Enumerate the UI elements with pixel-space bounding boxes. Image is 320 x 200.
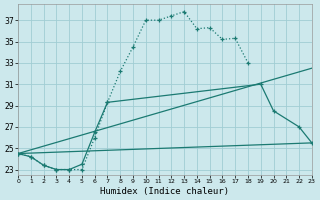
X-axis label: Humidex (Indice chaleur): Humidex (Indice chaleur) [100, 187, 229, 196]
